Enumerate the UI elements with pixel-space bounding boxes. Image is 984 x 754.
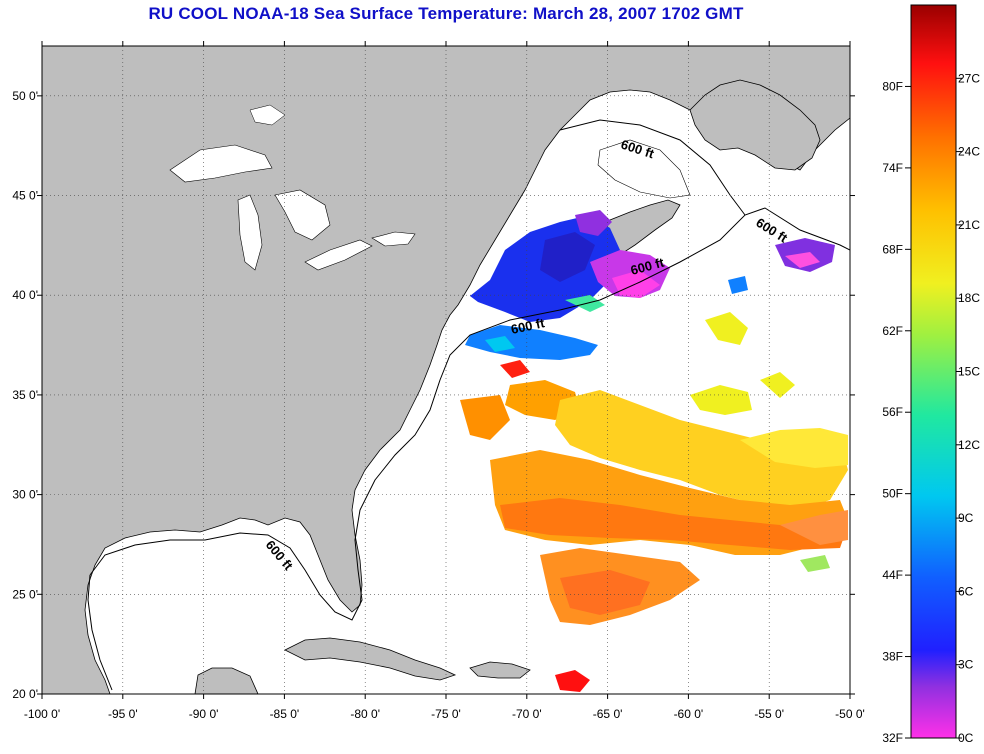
lon-tick-label: -70 0' xyxy=(512,707,542,721)
contour-label-4: 600 ft xyxy=(510,315,547,337)
colorbar-label-f: 68F xyxy=(882,242,903,256)
lake-michigan xyxy=(237,194,263,271)
colorbar-label-c: 15C xyxy=(958,365,980,379)
hispaniola-land xyxy=(469,661,531,679)
lon-tick-label: -75 0' xyxy=(431,707,461,721)
colorbar-label-c: 27C xyxy=(958,71,980,85)
cuba-land xyxy=(284,637,457,681)
colorbar-label-f: 56F xyxy=(882,405,903,419)
colorbar xyxy=(910,4,957,739)
yucatan-land xyxy=(194,667,259,694)
lon-tick-label: -65 0' xyxy=(593,707,623,721)
lon-tick-label: -60 0' xyxy=(674,707,704,721)
colorbar-label-f: 50F xyxy=(882,487,903,501)
colorbar-labels: 80F 74F 68F 62F 56F 50F 44F 38F 32F 27C 24C 21C 18C 1… xyxy=(882,71,980,745)
lake-huron xyxy=(274,189,331,241)
lat-tick-label: 40 0' xyxy=(12,288,38,302)
colorbar-label-c: 12C xyxy=(958,438,980,452)
lon-tick-label: -55 0' xyxy=(754,707,784,721)
lake-erie xyxy=(304,239,373,271)
lat-tick-label: 35 0' xyxy=(12,388,38,402)
colorbar-label-c: 9C xyxy=(958,511,974,525)
lon-tick-label: -95 0' xyxy=(108,707,138,721)
lon-tick-label: -85 0' xyxy=(270,707,300,721)
lon-tick-label: -80 0' xyxy=(350,707,380,721)
colorbar-label-f: 80F xyxy=(882,79,903,93)
depth-contour-line xyxy=(89,207,850,621)
colorbar-label-c: 21C xyxy=(958,218,980,232)
lake-ontario xyxy=(371,231,416,247)
colorbar-label-c: 3C xyxy=(958,658,974,672)
lon-tick-label: -100 0' xyxy=(24,707,60,721)
lat-tick-label: 50 0' xyxy=(12,89,38,103)
lon-tick-label: -50 0' xyxy=(835,707,865,721)
map-title: RU COOL NOAA-18 Sea Surface Temperature:… xyxy=(148,4,744,23)
colorbar-label-f: 32F xyxy=(882,731,903,745)
lat-tick-label: 30 0' xyxy=(12,488,38,502)
map-grid xyxy=(42,46,850,694)
colorbar-label-c: 6C xyxy=(958,584,974,598)
colorbar-label-c: 0C xyxy=(958,731,974,745)
depth-contour-line-north xyxy=(559,119,746,216)
map-axes: -100 0' -95 0' -90 0' -85 0' -80 0' -75 0' -70… xyxy=(12,41,865,721)
colorbar-label-f: 38F xyxy=(882,650,903,664)
gulf-of-st-lawrence xyxy=(597,139,691,199)
lon-tick-label: -90 0' xyxy=(189,707,219,721)
sst-data-layer xyxy=(460,210,848,692)
depth-contour-line-gulf xyxy=(87,574,113,691)
lake-superior xyxy=(169,144,273,183)
lat-tick-label: 45 0' xyxy=(12,189,38,203)
colorbar-label-c: 18C xyxy=(958,291,980,305)
lat-tick-label: 25 0' xyxy=(12,587,38,601)
hudson-bay-lakes xyxy=(249,104,286,126)
colorbar-label-f: 74F xyxy=(882,161,903,175)
colorbar-label-f: 62F xyxy=(882,324,903,338)
lat-tick-label: 20 0' xyxy=(12,687,38,701)
colorbar-label-f: 44F xyxy=(882,568,903,582)
newfoundland-land xyxy=(689,79,821,171)
colorbar-label-c: 24C xyxy=(958,145,980,159)
